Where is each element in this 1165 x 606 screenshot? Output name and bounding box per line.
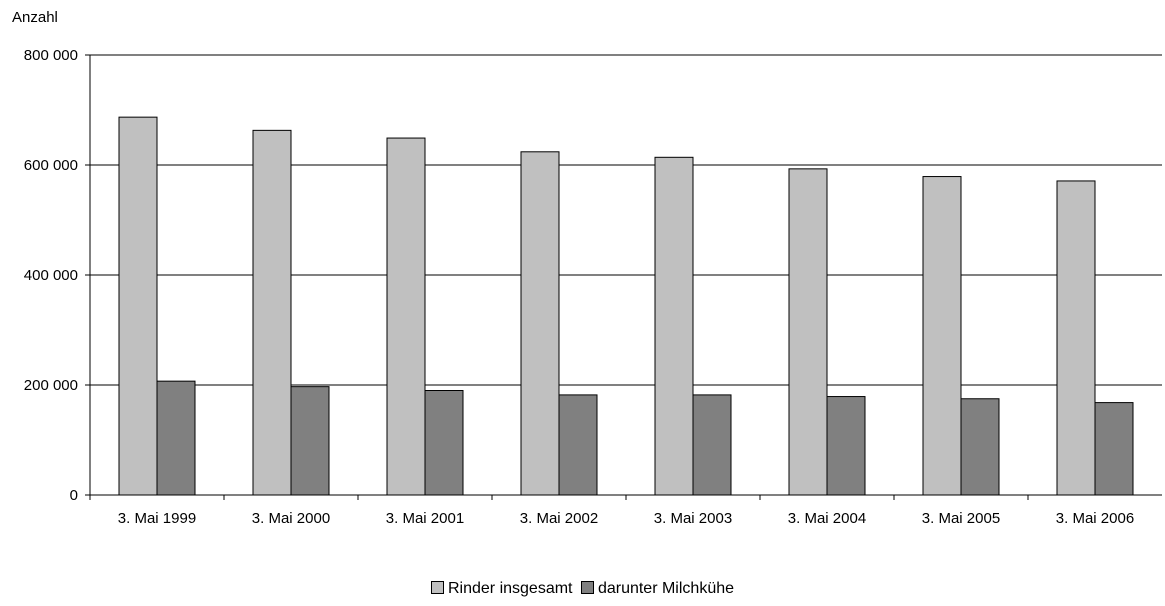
y-tick-label: 800 000 — [24, 47, 78, 64]
y-tick-label: 200 000 — [24, 377, 78, 394]
bar-darunter-milchkuehe — [558, 394, 598, 496]
x-tick-label: 3. Mai 2001 — [386, 510, 464, 527]
legend: Rinder insgesamt darunter Milchkühe — [0, 580, 1165, 598]
x-tick-label: 3. Mai 2006 — [1056, 510, 1134, 527]
x-tick-label: 3. Mai 2002 — [520, 510, 598, 527]
bar-rinder-insgesamt — [1056, 180, 1096, 496]
y-axis-title: Anzahl — [12, 9, 58, 26]
y-tick-label: 400 000 — [24, 267, 78, 284]
bar-darunter-milchkuehe — [156, 380, 196, 496]
legend-swatch-milchkuehe — [580, 581, 594, 594]
bar-rinder-insgesamt — [386, 137, 426, 496]
legend-label-rinder: Rinder insgesamt — [447, 580, 573, 597]
legend-swatch-rinder — [430, 581, 444, 594]
x-tick-label: 3. Mai 2003 — [654, 510, 732, 527]
bar-darunter-milchkuehe — [826, 396, 866, 496]
legend-item-rinder: Rinder insgesamt — [430, 580, 573, 598]
bar-darunter-milchkuehe — [692, 394, 732, 496]
bar-rinder-insgesamt — [654, 156, 694, 496]
bar-rinder-insgesamt — [922, 176, 962, 496]
axes — [89, 55, 1162, 500]
y-tick-label: 600 000 — [24, 157, 78, 174]
bar-rinder-insgesamt — [252, 129, 292, 496]
bar-rinder-insgesamt — [118, 116, 158, 496]
legend-label-milchkuehe: darunter Milchkühe — [597, 580, 735, 597]
x-tick-label: 3. Mai 2004 — [788, 510, 866, 527]
bar-rinder-insgesamt — [788, 168, 828, 496]
bar-darunter-milchkuehe — [1094, 402, 1134, 496]
bar-darunter-milchkuehe — [424, 390, 464, 496]
x-tick-label: 3. Mai 2000 — [252, 510, 330, 527]
x-tick-label: 3. Mai 2005 — [922, 510, 1000, 527]
y-tick-label: 0 — [70, 487, 78, 504]
bar-darunter-milchkuehe — [290, 386, 330, 496]
gridlines — [85, 54, 1162, 496]
bar-darunter-milchkuehe — [960, 398, 1000, 496]
bar-rinder-insgesamt — [520, 151, 560, 496]
y-tick-labels: 0 200 000 400 000 600 000 800 000 — [24, 47, 78, 504]
x-tick-label: 3. Mai 1999 — [118, 510, 196, 527]
legend-item-milchkuehe: darunter Milchkühe — [580, 580, 735, 598]
bars — [118, 116, 1134, 496]
x-tick-labels: 3. Mai 1999 3. Mai 2000 3. Mai 2001 3. Mai … — [118, 510, 1134, 527]
